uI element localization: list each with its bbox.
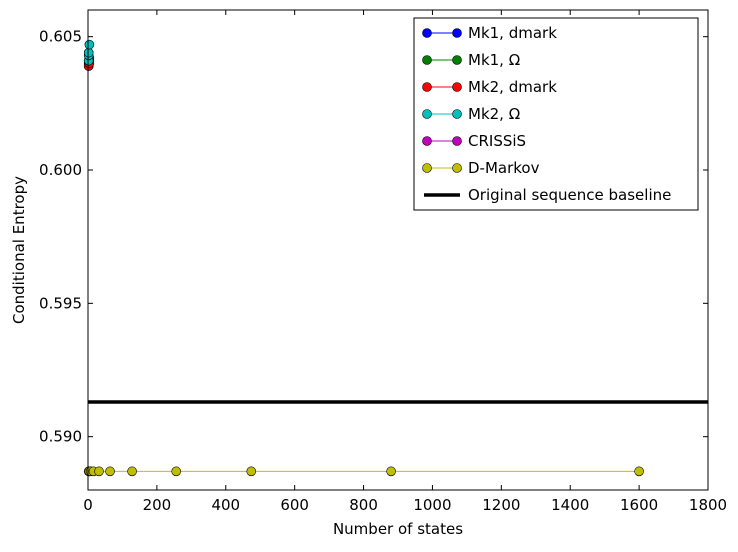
legend: Mk1, dmark Mk1, Ω Mk2, dmark Mk2, Ω CRISSiS D… xyxy=(413,17,699,211)
data-point-d-markov xyxy=(246,466,257,477)
legend-label-d-markov: D-Markov xyxy=(468,159,540,177)
data-point-mk2 xyxy=(83,47,94,58)
legend-marker-mk1 xyxy=(422,55,432,65)
legend-label-mk2-dmark: Mk2, dmark xyxy=(468,78,557,96)
data-point-d-markov xyxy=(127,466,137,477)
legend-label-mk2: Mk2, Ω xyxy=(468,105,520,123)
data-point-mk2 xyxy=(84,39,95,50)
data-point-d-markov xyxy=(634,466,644,477)
legend-marker-mk2 xyxy=(452,109,462,119)
legend-marker-mk1-dmark xyxy=(452,28,462,38)
y-tick-label: 0.590 xyxy=(39,428,82,446)
x-tick-label: 1600 xyxy=(620,496,658,514)
x-tick-label: 400 xyxy=(211,496,240,514)
x-tick-label: 200 xyxy=(143,496,172,514)
legend-marker-crissis xyxy=(422,136,432,146)
y-tick-label: 0.605 xyxy=(39,28,82,46)
x-tick-label: 1000 xyxy=(413,496,451,514)
legend-marker-d-markov xyxy=(422,163,432,173)
data-point-d-markov xyxy=(386,466,396,477)
plot-area xyxy=(83,39,708,477)
legend-marker-mk2 xyxy=(422,109,432,119)
legend-label-original-sequence-baseline: Original sequence baseline xyxy=(468,186,671,204)
x-tick-label: 1800 xyxy=(689,496,727,514)
legend-marker-d-markov xyxy=(452,163,462,173)
y-tick-label: 0.595 xyxy=(39,294,82,312)
legend-label-mk1: Mk1, Ω xyxy=(468,51,520,69)
legend-marker-mk2-dmark xyxy=(422,82,432,92)
legend-marker-mk2-dmark xyxy=(452,82,462,92)
x-tick-label: 1400 xyxy=(551,496,589,514)
legend-label-crissis: CRISSiS xyxy=(468,132,526,150)
data-point-d-markov xyxy=(171,466,181,477)
y-tick-label: 0.600 xyxy=(39,161,82,179)
data-point-d-markov xyxy=(105,466,115,477)
axis-ticks: 0 200 400 600 800 1000 1200 1400 1600 1800 0.590 0.… xyxy=(39,10,727,514)
x-axis-label: Number of states xyxy=(333,520,463,538)
legend-label-mk1-dmark: Mk1, dmark xyxy=(468,24,557,42)
x-tick-label: 1200 xyxy=(482,496,520,514)
data-point-d-markov xyxy=(94,466,104,477)
legend-marker-mk1 xyxy=(452,55,462,65)
legend-marker-mk1-dmark xyxy=(422,28,432,38)
plot-frame xyxy=(87,9,709,491)
legend-marker-crissis xyxy=(452,136,462,146)
x-tick-label: 0 xyxy=(83,496,93,514)
y-axis-label: Conditional Entropy xyxy=(10,176,28,324)
x-tick-label: 800 xyxy=(349,496,378,514)
x-tick-label: 600 xyxy=(280,496,309,514)
